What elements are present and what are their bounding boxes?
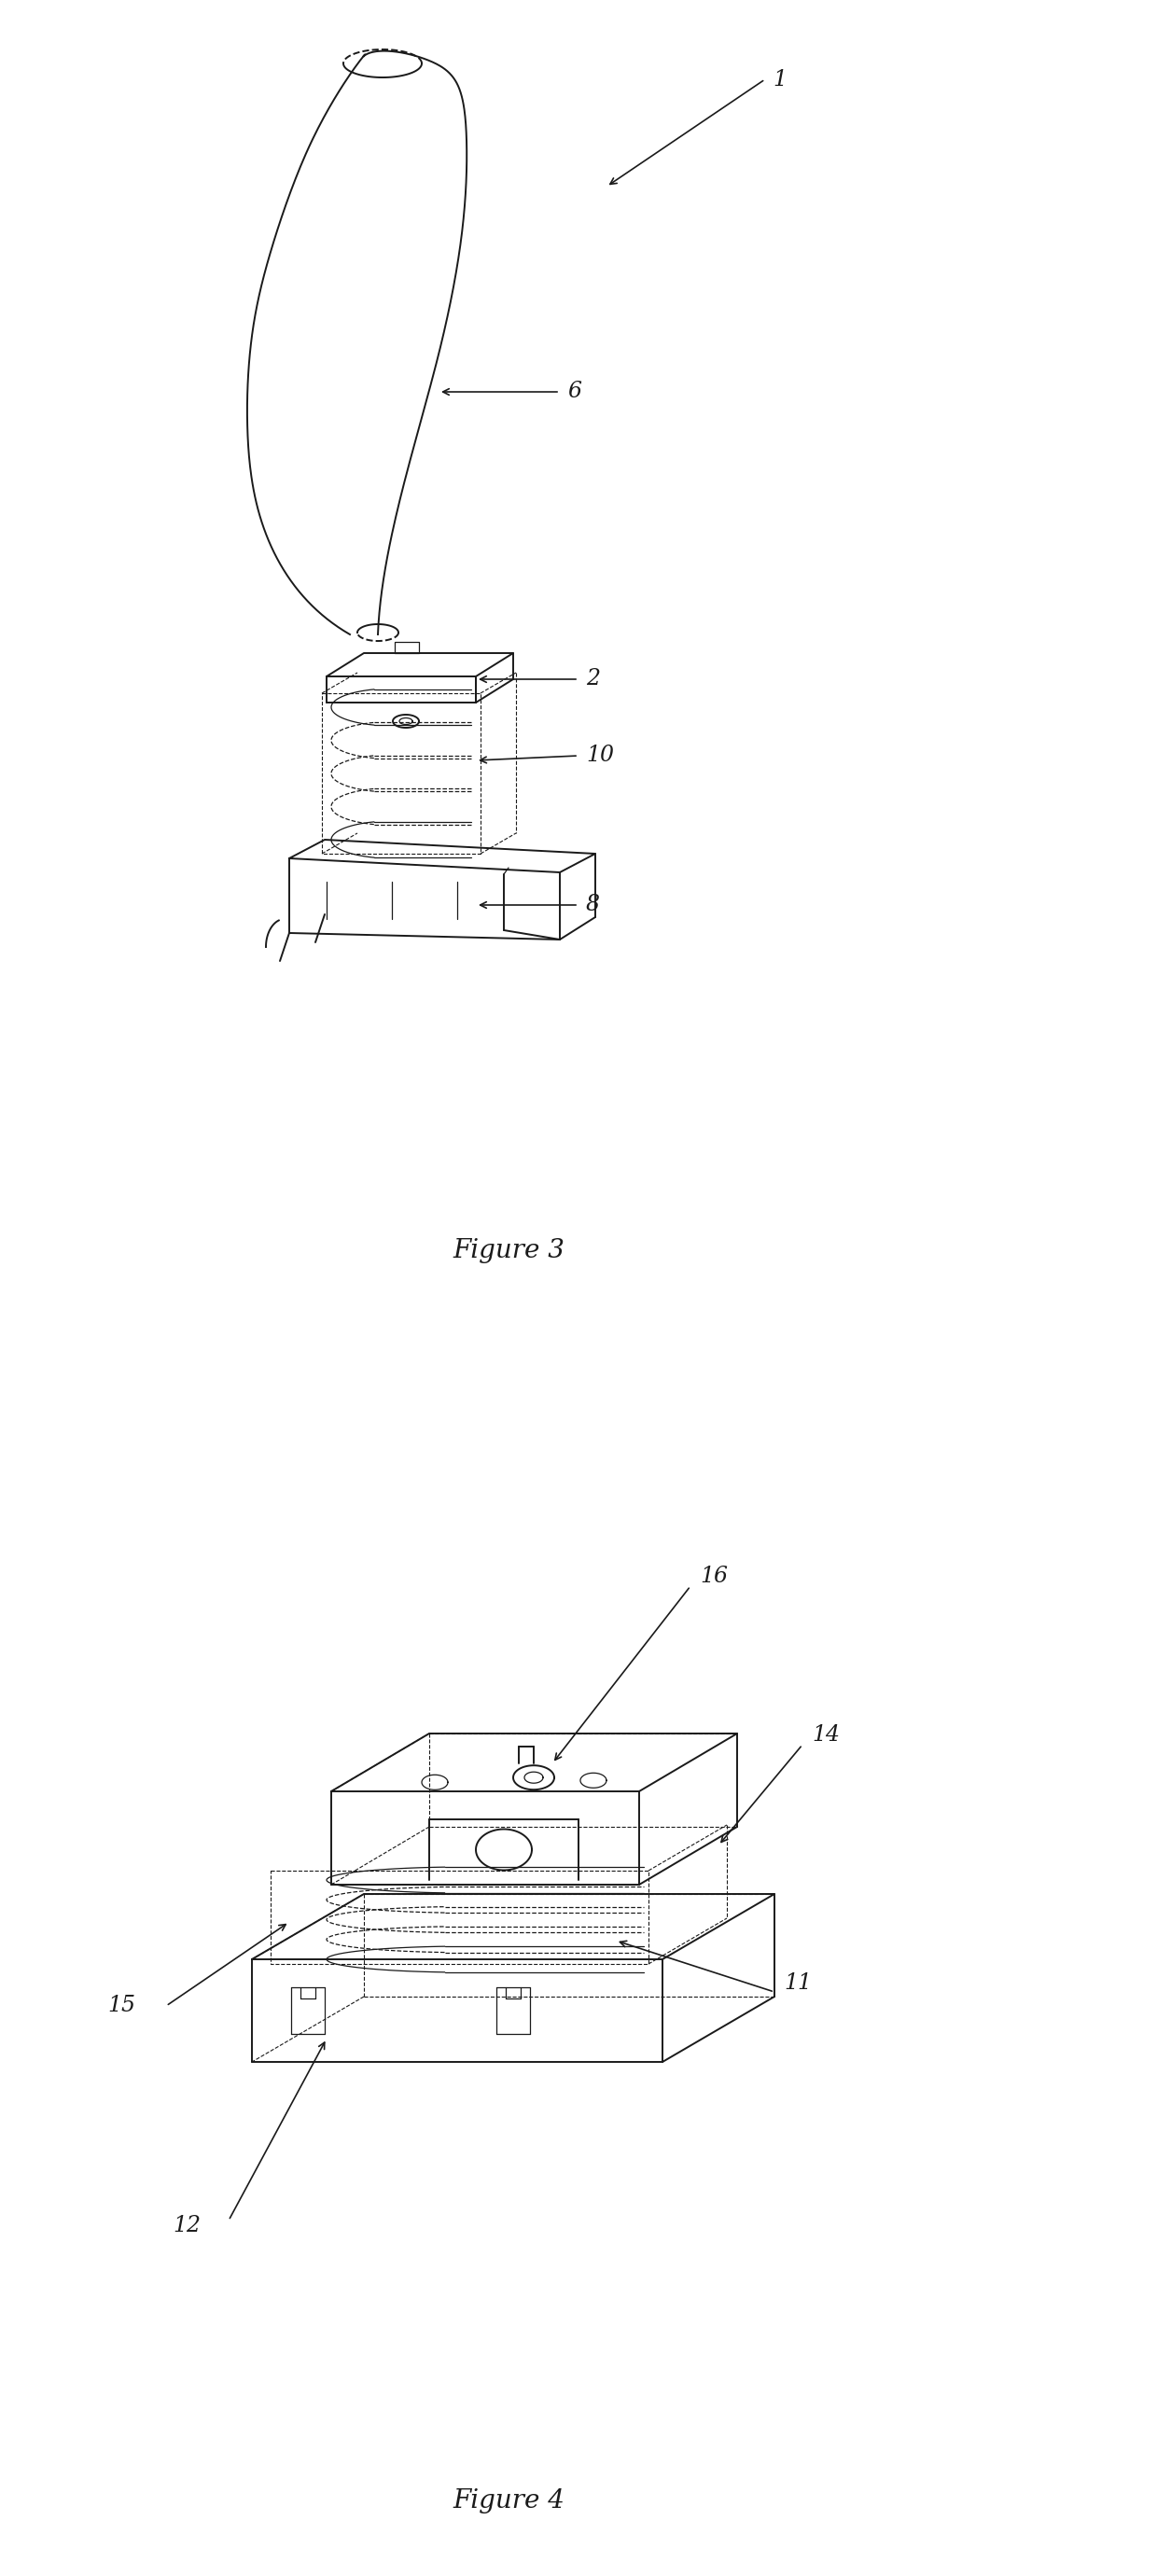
Text: Figure 3: Figure 3 xyxy=(454,1236,565,1262)
Text: Figure 4: Figure 4 xyxy=(454,2488,565,2514)
Text: 2: 2 xyxy=(585,670,600,690)
Text: 8: 8 xyxy=(585,894,600,914)
Text: 11: 11 xyxy=(783,1971,812,1994)
Text: 12: 12 xyxy=(172,2215,200,2236)
Text: 6: 6 xyxy=(567,381,581,402)
Text: 10: 10 xyxy=(585,744,614,768)
Text: 16: 16 xyxy=(700,1566,728,1587)
Text: 14: 14 xyxy=(812,1726,840,1747)
Text: 1: 1 xyxy=(773,70,787,90)
Text: 15: 15 xyxy=(108,1996,135,2017)
